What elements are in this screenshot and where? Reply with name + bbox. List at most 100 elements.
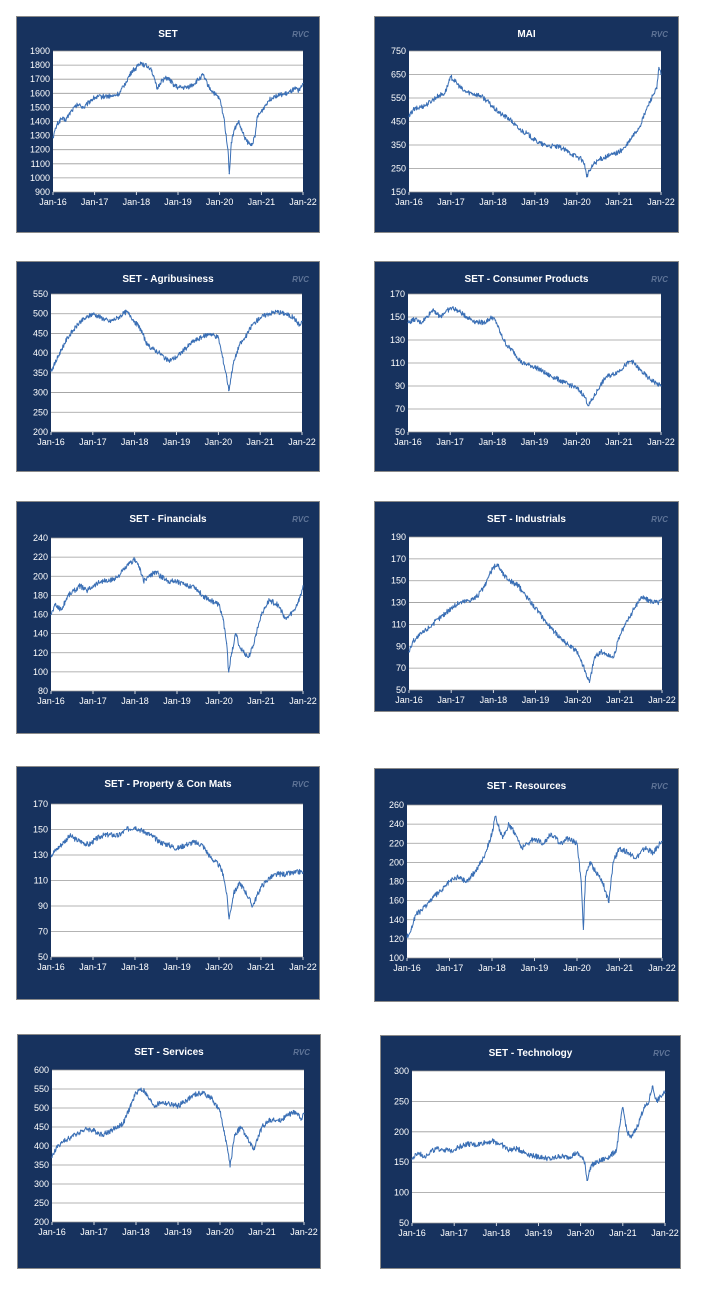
data-point bbox=[412, 640, 414, 642]
chart-svg: SET - Consumer Products RVC 50 70 90 110 130 15… bbox=[390, 274, 675, 447]
data-point bbox=[77, 103, 79, 106]
data-point bbox=[134, 826, 136, 828]
y-tick-label: 50 bbox=[396, 685, 406, 695]
data-point bbox=[198, 78, 200, 80]
data-point bbox=[437, 95, 439, 97]
data-point bbox=[208, 87, 210, 89]
data-point bbox=[299, 89, 301, 92]
rvc-watermark: RVC bbox=[651, 515, 668, 524]
data-point bbox=[457, 1146, 459, 1148]
data-point bbox=[159, 352, 161, 354]
data-point bbox=[542, 144, 544, 146]
data-point bbox=[140, 328, 142, 331]
data-point bbox=[643, 1106, 645, 1109]
y-tick-label: 70 bbox=[395, 404, 405, 414]
data-point bbox=[93, 1130, 95, 1132]
data-point bbox=[143, 1090, 145, 1092]
data-point bbox=[60, 118, 62, 120]
data-point bbox=[294, 609, 296, 611]
data-point bbox=[580, 391, 582, 393]
data-point bbox=[125, 81, 127, 83]
data-point bbox=[55, 1147, 57, 1149]
y-tick-label: 900 bbox=[35, 187, 50, 197]
data-point bbox=[601, 880, 604, 883]
data-point bbox=[301, 321, 303, 323]
chart-panel-technology: SET - Technology RVC 50 100 150 200 250 300 Jan-… bbox=[380, 1035, 681, 1269]
data-point bbox=[412, 109, 414, 111]
data-point bbox=[277, 604, 279, 606]
data-point bbox=[225, 642, 228, 644]
data-point bbox=[117, 317, 119, 319]
data-point bbox=[148, 1097, 150, 1100]
y-tick-label: 110 bbox=[34, 876, 48, 886]
data-point bbox=[492, 567, 494, 569]
y-tick-label: 200 bbox=[394, 1127, 409, 1137]
chart-panel-set: SET RVC 900 1000 1100 1200 1300 1400 1500 1600 170… bbox=[16, 16, 320, 233]
data-point bbox=[261, 1126, 263, 1128]
data-point bbox=[658, 66, 660, 69]
data-point bbox=[474, 1144, 476, 1146]
rvc-watermark: RVC bbox=[292, 30, 309, 39]
x-tick-label: Jan-18 bbox=[483, 1228, 511, 1238]
data-point bbox=[210, 856, 212, 859]
y-tick-label: 600 bbox=[34, 1065, 49, 1075]
chart-svg: SET - Agribusiness RVC 200 250 300 350 400 450 5… bbox=[33, 274, 316, 447]
data-point bbox=[227, 149, 229, 151]
data-point bbox=[439, 316, 441, 318]
data-point bbox=[508, 823, 510, 825]
data-point bbox=[411, 1158, 413, 1160]
data-point bbox=[184, 348, 186, 350]
data-point bbox=[228, 173, 230, 175]
x-tick-label: Jan-22 bbox=[647, 437, 675, 447]
data-point bbox=[499, 1143, 502, 1145]
chart-title: SET bbox=[158, 29, 177, 40]
data-point bbox=[267, 313, 270, 315]
data-point bbox=[235, 633, 237, 635]
data-point bbox=[408, 651, 410, 653]
data-point bbox=[631, 137, 633, 139]
data-point bbox=[426, 316, 428, 318]
data-point bbox=[496, 563, 499, 565]
y-tick-label: 550 bbox=[33, 289, 48, 299]
data-point bbox=[269, 1118, 271, 1120]
y-tick-label: 190 bbox=[391, 532, 406, 542]
data-point bbox=[239, 647, 241, 649]
data-point bbox=[129, 315, 132, 317]
x-tick-label: Jan-22 bbox=[648, 963, 676, 973]
x-tick-label: Jan-22 bbox=[651, 1228, 679, 1238]
x-tick-label: Jan-19 bbox=[163, 696, 191, 706]
data-point bbox=[219, 98, 221, 100]
data-point bbox=[50, 854, 52, 856]
rvc-watermark: RVC bbox=[651, 30, 668, 39]
data-point bbox=[86, 589, 88, 592]
y-tick-label: 1200 bbox=[30, 145, 50, 155]
data-point bbox=[618, 151, 620, 153]
data-point bbox=[431, 623, 433, 626]
y-tick-label: 1100 bbox=[31, 159, 50, 169]
data-point bbox=[445, 310, 447, 312]
y-tick-label: 50 bbox=[399, 1218, 409, 1228]
data-point bbox=[627, 618, 629, 620]
x-tick-label: Jan-19 bbox=[163, 962, 191, 972]
y-tick-label: 1700 bbox=[30, 74, 50, 84]
data-point bbox=[444, 612, 446, 615]
data-point bbox=[225, 892, 228, 894]
y-tick-label: 150 bbox=[391, 187, 406, 197]
data-point bbox=[444, 92, 446, 94]
data-point bbox=[647, 377, 649, 379]
data-point bbox=[612, 153, 614, 155]
data-point bbox=[228, 390, 230, 392]
data-point bbox=[534, 607, 537, 609]
data-point bbox=[273, 95, 275, 97]
y-tick-label: 260 bbox=[389, 800, 404, 810]
y-tick-label: 80 bbox=[38, 686, 48, 696]
x-tick-label: Jan-20 bbox=[205, 696, 233, 706]
data-point bbox=[576, 387, 578, 389]
y-tick-label: 110 bbox=[392, 619, 406, 629]
data-point bbox=[169, 1103, 171, 1105]
data-point bbox=[108, 321, 111, 323]
series-line-mai bbox=[408, 67, 662, 178]
data-point bbox=[527, 842, 529, 844]
y-tick-label: 130 bbox=[33, 850, 48, 860]
data-point bbox=[580, 880, 582, 883]
